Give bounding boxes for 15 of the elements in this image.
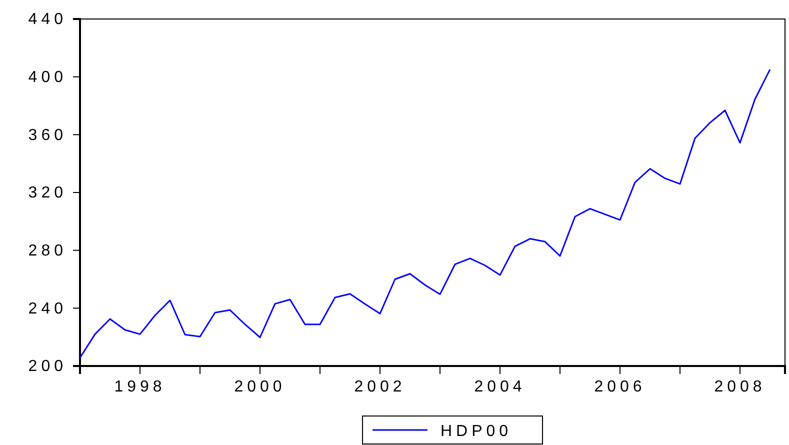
x-tick-label: 2002 [354,378,406,396]
y-tick-label: 360 [28,126,67,144]
y-tick-label: 280 [28,242,67,260]
x-tick-label: 2004 [474,378,526,396]
y-tick-label: 320 [28,184,67,202]
y-tick-label: 440 [28,11,67,28]
x-tick-label: 2000 [234,378,286,396]
y-tick-label: 200 [28,358,67,376]
y-tick-label: 400 [28,68,67,86]
y-tick-label: 240 [28,300,67,318]
legend-label: HDP00 [440,423,512,440]
x-tick-label: 1998 [114,378,166,396]
line-series [79,68,771,359]
x-tick-label: 2008 [714,378,766,396]
x-tick-label: 2006 [594,378,646,396]
